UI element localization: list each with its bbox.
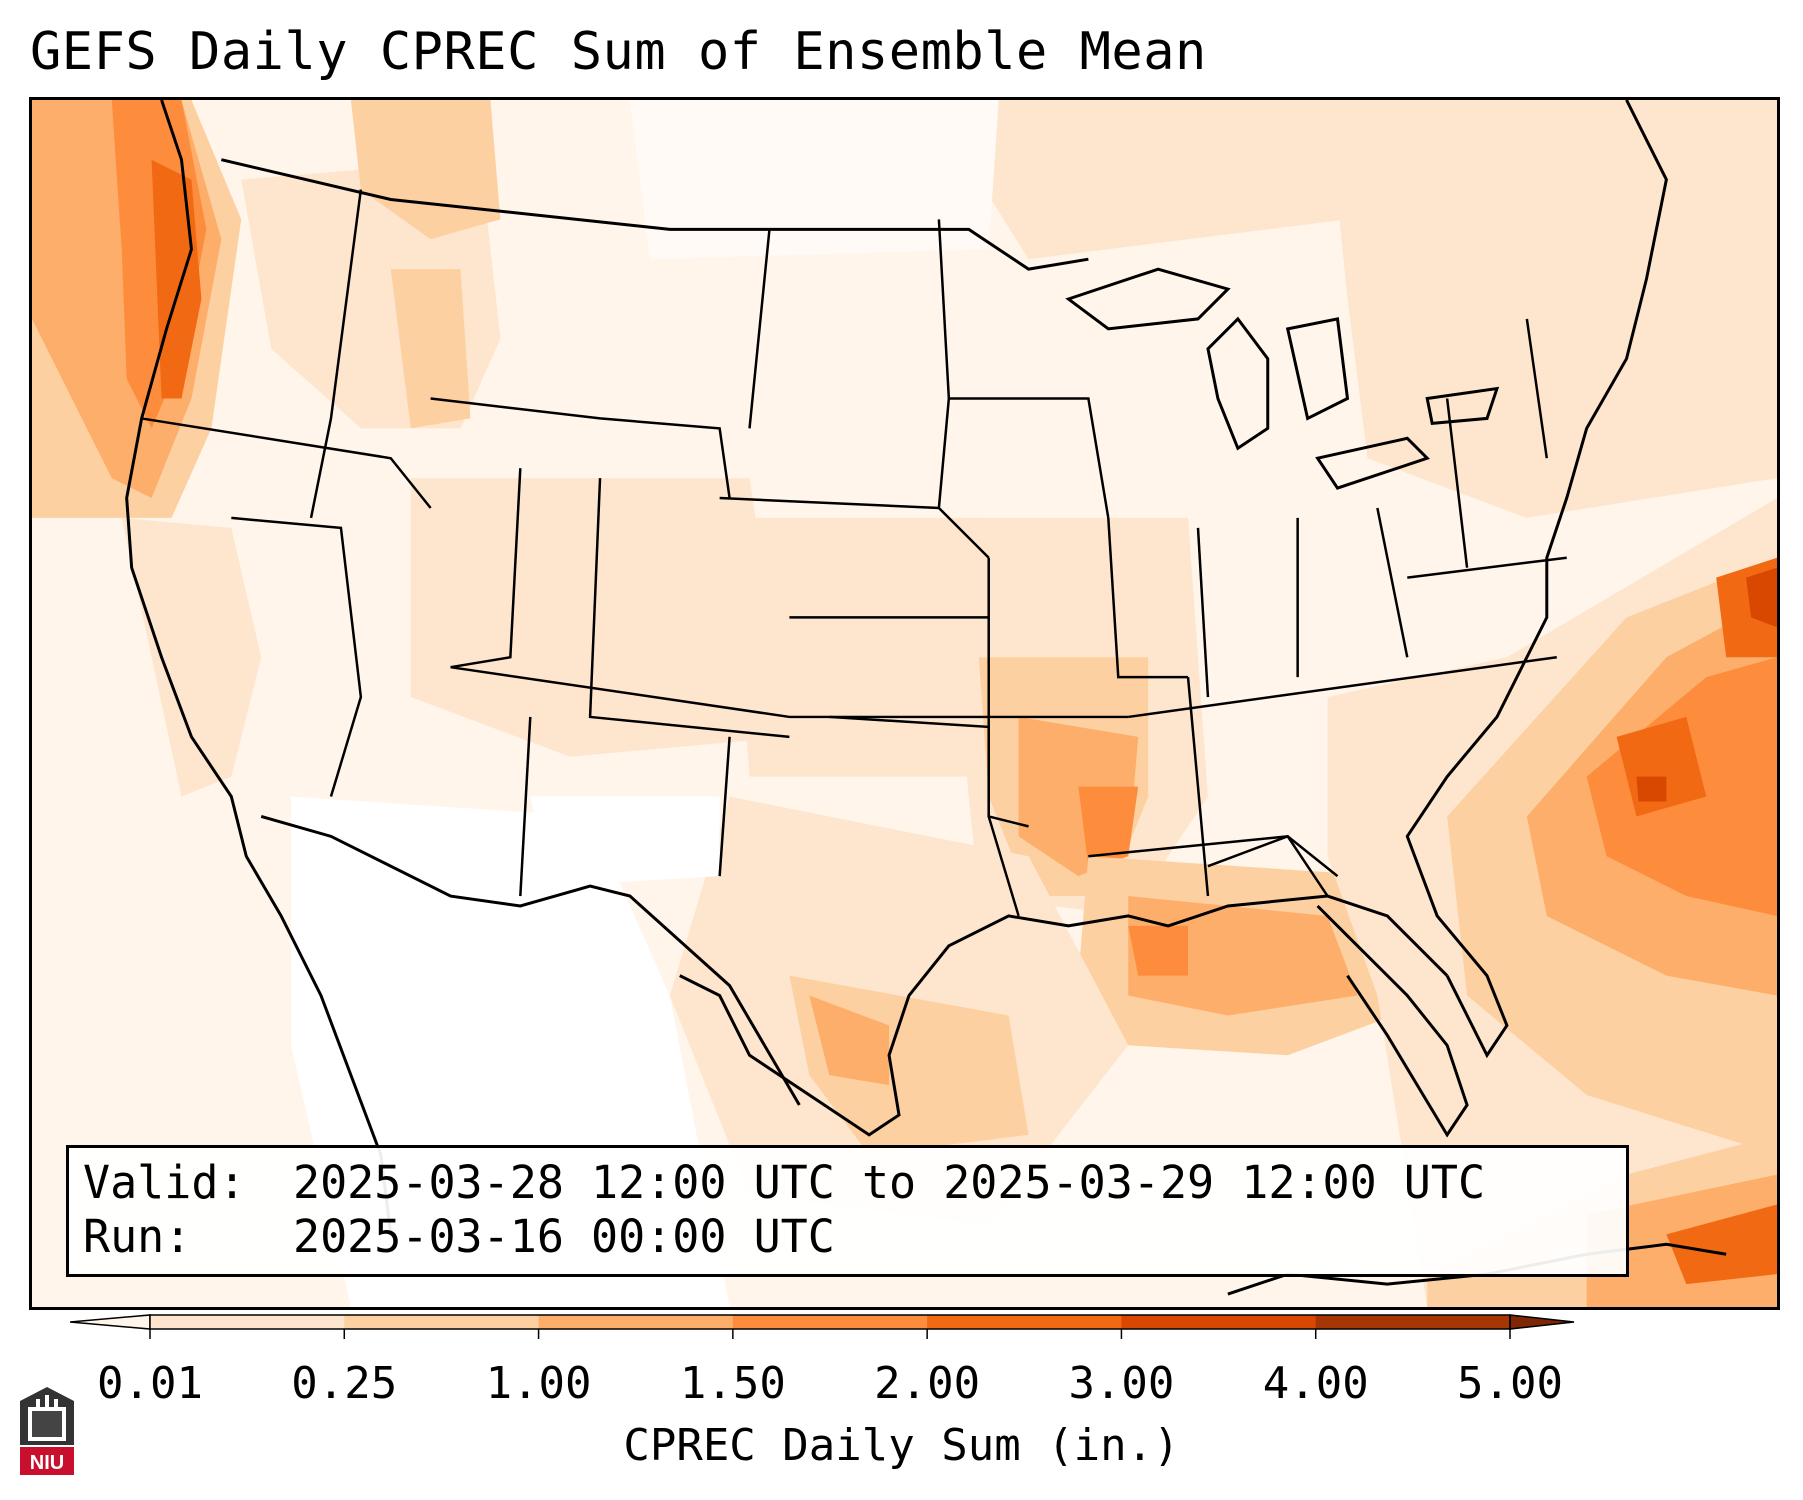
west-coastline: [125, 100, 393, 1235]
colorbar-segment: [344, 1315, 540, 1329]
lake-erie: [1315, 436, 1430, 490]
lake-superior: [1065, 267, 1231, 331]
colorbar-tick-label: 4.00: [1262, 1358, 1369, 1409]
run-row: Run: 2025-03-16 00:00 UTC: [83, 1210, 1612, 1264]
colorbar-segment: [732, 1315, 928, 1329]
colorbar-tick-label: 1.00: [485, 1358, 592, 1409]
colorbar-label: CPREC Daily Sum (in.): [623, 1420, 1180, 1471]
valid-row: Valid: 2025-03-28 12:00 UTC to 2025-03-29…: [83, 1156, 1612, 1210]
niu-logo: NIU: [20, 1387, 74, 1475]
colorbar-tick-label: 0.01: [97, 1358, 203, 1409]
valid-label: Valid:: [83, 1156, 246, 1209]
colorbar-outline: [149, 1314, 1511, 1330]
colorbar: [70, 1314, 1575, 1339]
colorbar-under-extension: [70, 1314, 151, 1330]
colorbar-segment: [927, 1315, 1122, 1329]
run-info-box: Valid: 2025-03-28 12:00 UTC to 2025-03-29…: [66, 1145, 1629, 1277]
chart-title: GEFS Daily CPREC Sum of Ensemble Mean: [30, 22, 1207, 82]
lake-ontario: [1425, 386, 1500, 426]
colorbar-tick-label: 2.00: [874, 1358, 981, 1409]
map-panel: [29, 97, 1780, 1310]
colorbar-over-extension: [1509, 1314, 1575, 1330]
colorbar-segment: [538, 1315, 734, 1329]
colorbar-tick-label: 3.00: [1068, 1358, 1175, 1409]
florida-outline: [1316, 904, 1469, 1138]
precip-shading: [32, 100, 1777, 1307]
run-label: Run:: [83, 1210, 192, 1263]
logo-text: NIU: [30, 1452, 64, 1474]
colorbar-segment: [1315, 1315, 1511, 1329]
colorbar-tick-label: 5.00: [1457, 1358, 1563, 1409]
colorbar-tick-label: 1.50: [679, 1358, 786, 1409]
colorbar-segment: [1121, 1315, 1317, 1329]
mexico-border: [260, 815, 801, 1106]
canada-border: [221, 158, 1089, 271]
precipitation-map: [32, 100, 1777, 1307]
lake-huron: [1285, 317, 1350, 421]
valid-value: 2025-03-28 12:00 UTC to 2025-03-29 12:00…: [293, 1156, 1486, 1209]
state-borders: [141, 189, 1567, 917]
colorbar-tick-label: 0.25: [291, 1358, 398, 1409]
run-value: 2025-03-16 00:00 UTC: [293, 1210, 835, 1263]
gulf-coastline: [679, 894, 1449, 1137]
colorbar-segment: [150, 1315, 345, 1329]
east-coastline: [1405, 100, 1668, 1059]
lake-michigan: [1206, 316, 1270, 451]
